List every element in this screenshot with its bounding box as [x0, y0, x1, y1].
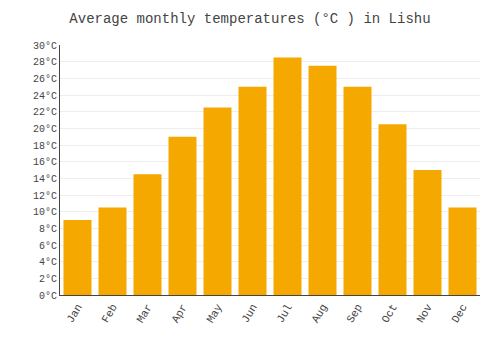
svg-text:30°C: 30°C	[33, 41, 57, 52]
svg-text:10°C: 10°C	[33, 207, 57, 218]
svg-text:26°C: 26°C	[33, 74, 57, 85]
svg-text:May: May	[205, 302, 225, 325]
svg-text:4°C: 4°C	[39, 257, 57, 268]
svg-text:Nov: Nov	[415, 302, 435, 325]
svg-text:0°C: 0°C	[39, 291, 57, 302]
svg-text:22°C: 22°C	[33, 107, 57, 118]
svg-text:Feb: Feb	[100, 302, 120, 325]
svg-text:16°C: 16°C	[33, 157, 57, 168]
svg-text:Average monthly temperatures (: Average monthly temperatures (°C ) in Li…	[69, 11, 430, 27]
svg-text:Dec: Dec	[450, 302, 470, 325]
svg-text:20°C: 20°C	[33, 124, 57, 135]
svg-text:Jan: Jan	[65, 302, 85, 325]
svg-text:Sep: Sep	[345, 302, 365, 325]
svg-text:14°C: 14°C	[33, 174, 57, 185]
svg-text:Jun: Jun	[240, 302, 260, 325]
svg-text:Mar: Mar	[135, 302, 155, 325]
svg-text:28°C: 28°C	[33, 57, 57, 68]
svg-text:Oct: Oct	[380, 302, 400, 325]
svg-text:6°C: 6°C	[39, 241, 57, 252]
svg-text:12°C: 12°C	[33, 191, 57, 202]
svg-text:Apr: Apr	[170, 302, 190, 325]
svg-text:2°C: 2°C	[39, 274, 57, 285]
svg-text:Jul: Jul	[275, 302, 295, 325]
svg-text:Aug: Aug	[310, 302, 330, 325]
svg-text:8°C: 8°C	[39, 224, 57, 235]
svg-text:24°C: 24°C	[33, 91, 57, 102]
svg-text:18°C: 18°C	[33, 141, 57, 152]
